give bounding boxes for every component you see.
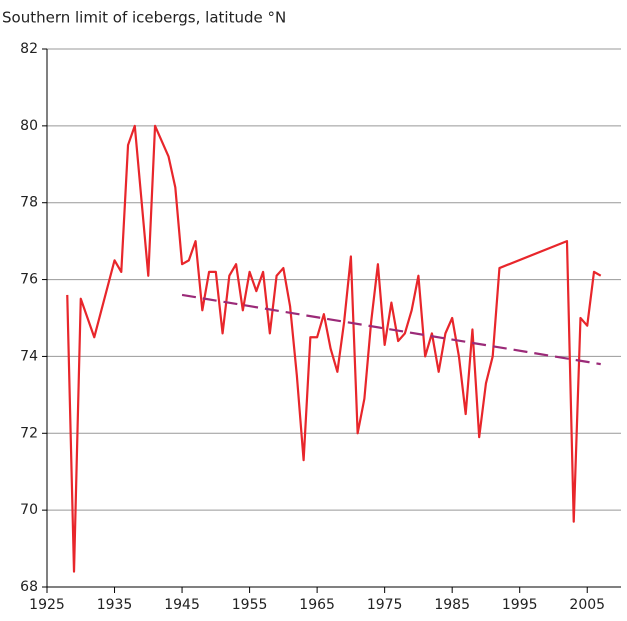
y-tick-label: 68 <box>20 579 38 595</box>
data-line <box>66 124 602 573</box>
y-tick-label: 82 <box>20 41 38 57</box>
y-tick-label: 76 <box>20 272 38 288</box>
y-tick-label: 74 <box>20 348 38 364</box>
x-tick-label: 1965 <box>299 597 335 613</box>
x-tick-label: 1925 <box>29 597 65 613</box>
y-tick-label: 78 <box>20 195 38 211</box>
x-tick-label: 1985 <box>434 597 470 613</box>
y-tick-label: 70 <box>20 502 38 518</box>
x-tick-label: 1935 <box>97 597 133 613</box>
x-tick-label: 2005 <box>569 597 605 613</box>
x-tick-label: 1975 <box>367 597 403 613</box>
y-tick-label: 72 <box>20 425 38 441</box>
x-tick-label: 1995 <box>502 597 538 613</box>
trend-line <box>181 293 601 366</box>
chart-title: Southern limit of icebergs, latitude °N <box>2 9 286 27</box>
x-tick-label: 1945 <box>164 597 200 613</box>
y-tick-label: 80 <box>20 118 38 134</box>
x-tick-label: 1955 <box>232 597 268 613</box>
